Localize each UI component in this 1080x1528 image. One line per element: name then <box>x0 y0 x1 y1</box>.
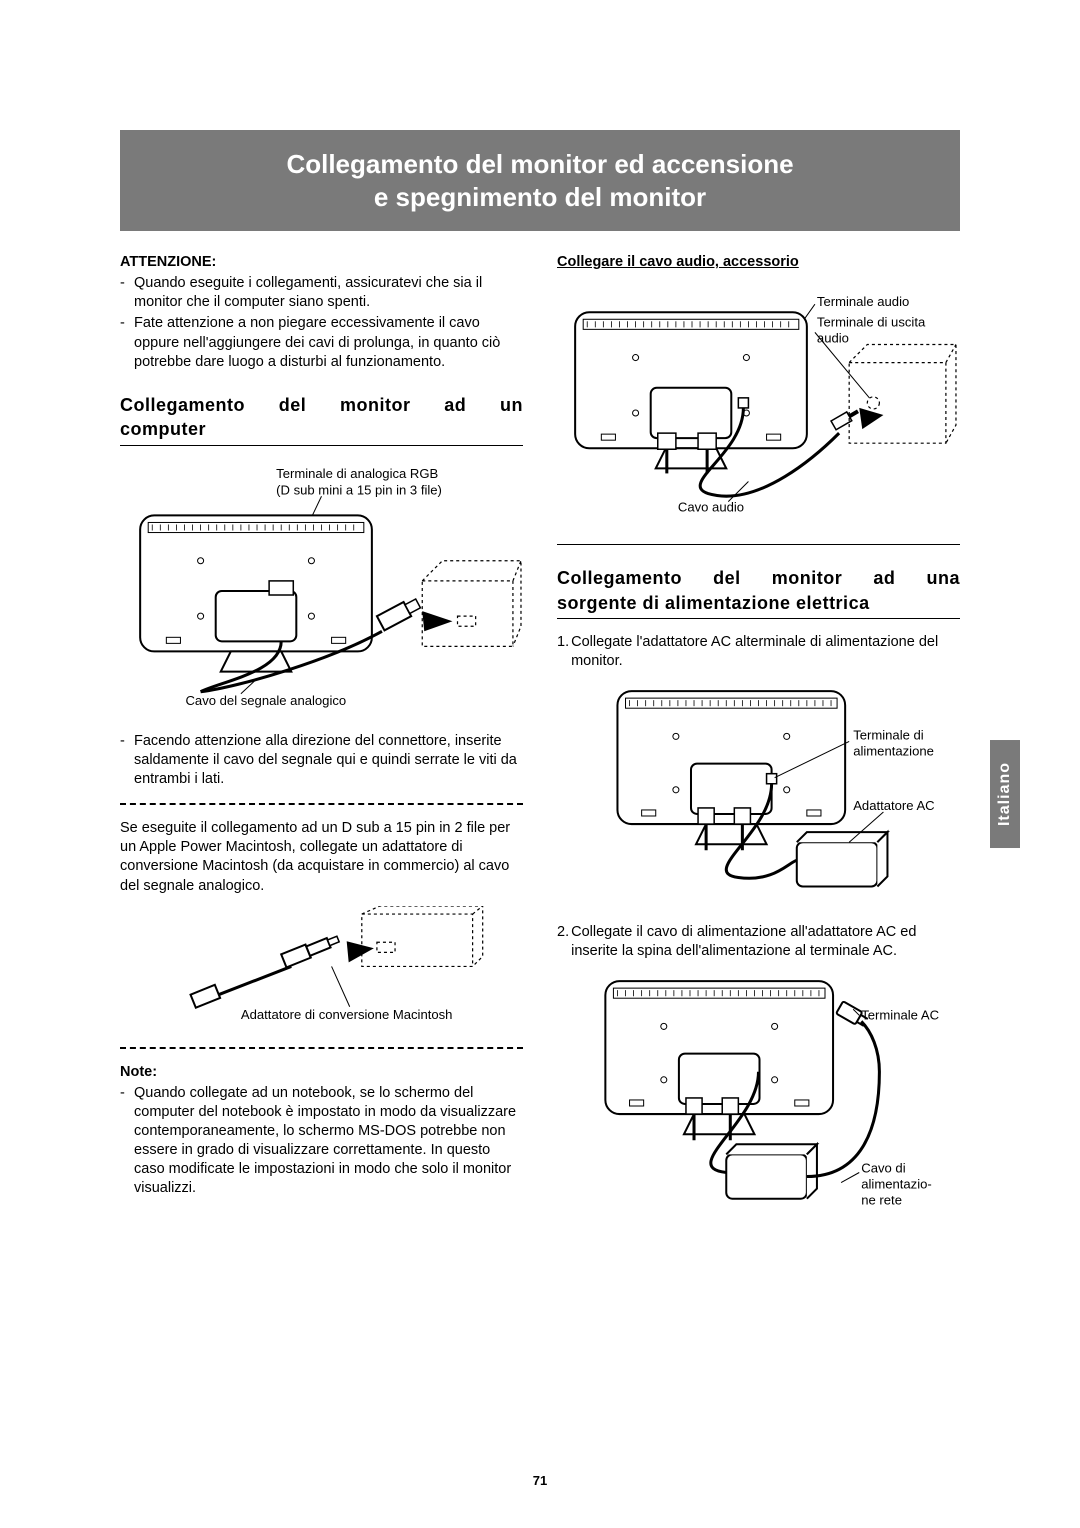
step-number: 2. <box>557 923 571 961</box>
mac-paragraph: Se eseguite il collegamento ad un D sub … <box>120 819 523 896</box>
step-1-text: Collegate l'adattatore AC alterminale di… <box>571 633 960 671</box>
monitor-rgb-illustration: Terminale di analogica RGB (D sub mini a… <box>120 460 523 712</box>
mac-adapter-label: Adattatore di conversione Macintosh <box>241 1006 453 1021</box>
power-cord-illustration: Terminale AC Cavo di alimentazio- ne ret… <box>557 971 960 1223</box>
attenzione-label: ATTENZIONE: <box>120 253 523 272</box>
divider <box>120 445 523 446</box>
term-uscita-l1: Terminale di uscita <box>817 314 926 329</box>
cavo-audio: Cavo audio <box>678 500 744 515</box>
connect-note-list: Facendo attenzione alla direzione del co… <box>120 732 523 789</box>
term-alim-l1: Terminale di <box>853 728 924 743</box>
heading-connect-pc-l1: Collegamento del monitor ad un <box>120 394 523 417</box>
step-number: 1. <box>557 633 571 671</box>
term-audio: Terminale audio <box>817 294 909 309</box>
figure-rgb-connection: Terminale di analogica RGB (D sub mini a… <box>120 460 523 718</box>
cavo-alim-l2: alimentazio- <box>861 1177 932 1192</box>
figure-audio: Terminale audio Terminale di uscita audi… <box>557 282 960 530</box>
left-column: ATTENZIONE: Quando eseguite i collegamen… <box>120 253 523 1243</box>
term-alim-l2: alimentazione <box>853 744 934 759</box>
adattatore-ac: Adattatore AC <box>853 798 934 813</box>
title-line-2: e spegnimento del monitor <box>130 181 950 214</box>
figure-mac-adapter: Adattatore di conversione Macintosh <box>120 906 523 1033</box>
page-number: 71 <box>0 1473 1080 1488</box>
title-line-1: Collegamento del monitor ed accensione <box>130 148 950 181</box>
attenzione-list: Quando eseguite i collegamenti, assicura… <box>120 274 523 372</box>
note-list: Quando collegate ad un notebook, se lo s… <box>120 1084 523 1199</box>
page-title-bar: Collegamento del monitor ed accensione e… <box>120 130 960 231</box>
note-item: Quando collegate ad un notebook, se lo s… <box>120 1084 523 1199</box>
step-2: 2. Collegate il cavo di alimentazione al… <box>557 923 960 961</box>
step-1: 1. Collegate l'adattatore AC alterminale… <box>557 633 960 671</box>
figure-ac-adapter: Terminale di alimentazione Adattatore AC <box>557 681 960 909</box>
dashed-divider <box>120 1047 523 1049</box>
right-column: Collegare il cavo audio, accessorio Term… <box>557 253 960 1243</box>
two-column-layout: ATTENZIONE: Quando eseguite i collegamen… <box>120 253 960 1243</box>
attenzione-item: Fate attenzione a non piegare eccessivam… <box>120 314 523 371</box>
mac-adapter-illustration: Adattatore di conversione Macintosh <box>120 906 523 1027</box>
language-tab: Italiano <box>990 740 1020 848</box>
dashed-divider <box>120 803 523 805</box>
term-ac: Terminale AC <box>861 1008 939 1023</box>
cavo-alim-l1: Cavo di <box>861 1161 905 1176</box>
divider <box>557 544 960 545</box>
audio-heading: Collegare il cavo audio, accessorio <box>557 253 960 272</box>
ac-adapter-illustration: Terminale di alimentazione Adattatore AC <box>557 681 960 903</box>
connect-note: Facendo attenzione alla direzione del co… <box>120 732 523 789</box>
note-label: Note: <box>120 1063 523 1082</box>
term-uscita-l2: audio <box>817 331 849 346</box>
attenzione-item: Quando eseguite i collegamenti, assicura… <box>120 274 523 312</box>
audio-illustration: Terminale audio Terminale di uscita audi… <box>557 282 960 524</box>
document-page: Collegamento del monitor ed accensione e… <box>0 0 1080 1303</box>
figure-power-cord: Terminale AC Cavo di alimentazio- ne ret… <box>557 971 960 1229</box>
heading-power-l2: sorgente di alimentazione elettrica <box>557 592 960 615</box>
rgb-label-l1: Terminale di analogica RGB <box>276 466 438 481</box>
rgb-label-l2: (D sub mini a 15 pin in 3 file) <box>276 482 442 497</box>
heading-connect-pc-l2: computer <box>120 418 523 441</box>
heading-power-l1: Collegamento del monitor ad una <box>557 567 960 590</box>
cable-label: Cavo del segnale analogico <box>185 693 346 708</box>
divider <box>557 618 960 619</box>
cavo-alim-l3: ne rete <box>861 1193 902 1208</box>
step-2-text: Collegate il cavo di alimentazione all'a… <box>571 923 960 961</box>
